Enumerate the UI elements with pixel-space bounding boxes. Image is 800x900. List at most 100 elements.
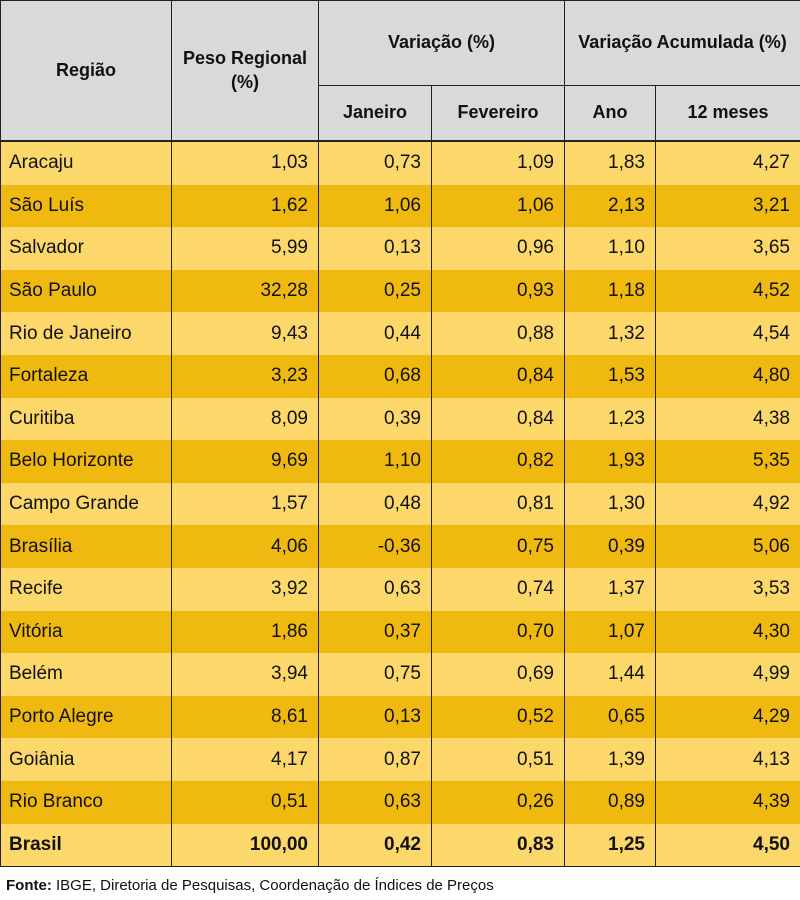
cell-regiao: Fortaleza [0, 354, 172, 398]
cell-ano: 1,37 [564, 567, 656, 611]
cell-ano: 0,89 [564, 780, 656, 824]
cell-12-meses: 4,13 [655, 738, 800, 781]
cell-ano: 1,32 [564, 312, 656, 355]
cell-12-meses: 4,52 [655, 269, 800, 313]
cell-fevereiro: 0,69 [431, 653, 565, 696]
cell-12-meses: 3,53 [655, 567, 800, 611]
cell-regiao: Rio de Janeiro [0, 312, 172, 355]
table-row: Belém 3,94 0,75 0,69 1,44 4,99 [0, 653, 800, 696]
cell-ano: 2,13 [564, 184, 656, 228]
cell-regiao: Campo Grande [0, 482, 172, 526]
cell-janeiro: 1,10 [318, 440, 432, 483]
cell-ano: 1,07 [564, 610, 656, 654]
cell-regiao: Salvador [0, 227, 172, 270]
cell-12-meses: 4,80 [655, 354, 800, 398]
cell-12-meses: 3,65 [655, 227, 800, 270]
cell-fevereiro: 0,81 [431, 482, 565, 526]
cell-peso: 8,09 [171, 397, 319, 441]
cell-12-meses: 4,39 [655, 780, 800, 824]
cell-fevereiro: 1,09 [431, 140, 565, 185]
header-janeiro: Janeiro [318, 85, 432, 142]
source-label: Fonte: [6, 877, 52, 894]
cell-peso: 4,17 [171, 738, 319, 781]
header-row-sub: Janeiro Fevereiro Ano 12 meses [1, 85, 800, 142]
header-ano: Ano [564, 85, 656, 142]
cell-peso: 9,43 [171, 312, 319, 355]
cell-janeiro: 0,75 [318, 653, 432, 696]
cell-ano: 1,10 [564, 227, 656, 270]
cell-12-meses: 4,38 [655, 397, 800, 441]
cell-janeiro: 0,48 [318, 482, 432, 526]
header-variacao: Variação (%) [318, 0, 565, 86]
source-note: Fonte: IBGE, Diretoria de Pesquisas, Coo… [6, 877, 494, 894]
cell-janeiro: 0,44 [318, 312, 432, 355]
header-row-top: Região Peso Regional (%) Variação (%) Va… [0, 0, 800, 142]
cell-janeiro: 0,37 [318, 610, 432, 654]
cell-peso: 5,99 [171, 227, 319, 270]
cell-ano: 1,53 [564, 354, 656, 398]
cell-regiao: Vitória [0, 610, 172, 654]
cell-peso: 3,94 [171, 653, 319, 696]
cell-peso: 4,06 [171, 525, 319, 568]
cell-peso: 1,86 [171, 610, 319, 654]
cell-12-meses: 3,21 [655, 184, 800, 228]
cell-peso: 3,23 [171, 354, 319, 398]
cell-janeiro: 1,06 [318, 184, 432, 228]
cell-ano: 1,44 [564, 653, 656, 696]
table-row: Fortaleza 3,23 0,68 0,84 1,53 4,80 [0, 354, 800, 398]
cell-ano: 1,30 [564, 482, 656, 526]
cell-ano: 1,25 [564, 823, 656, 868]
cell-janeiro: 0,73 [318, 140, 432, 185]
cell-peso: 9,69 [171, 440, 319, 483]
cell-fevereiro: 0,52 [431, 695, 565, 739]
table-row: Rio Branco 0,51 0,63 0,26 0,89 4,39 [0, 780, 800, 824]
cell-janeiro: 0,42 [318, 823, 432, 868]
table-row: Belo Horizonte 9,69 1,10 0,82 1,93 5,35 [0, 440, 800, 483]
cell-janeiro: 0,13 [318, 695, 432, 739]
cell-ano: 1,18 [564, 269, 656, 313]
table-row: São Paulo 32,28 0,25 0,93 1,18 4,52 [0, 269, 800, 313]
cell-janeiro: 0,63 [318, 567, 432, 611]
cell-12-meses: 4,92 [655, 482, 800, 526]
table-row: São Luís 1,62 1,06 1,06 2,13 3,21 [0, 184, 800, 228]
cell-ano: 0,65 [564, 695, 656, 739]
cell-regiao: Belo Horizonte [0, 440, 172, 483]
cell-regiao: Rio Branco [0, 780, 172, 824]
cell-peso: 0,51 [171, 780, 319, 824]
cell-regiao: São Luís [0, 184, 172, 228]
cell-peso: 1,62 [171, 184, 319, 228]
cell-fevereiro: 0,96 [431, 227, 565, 270]
cell-12-meses: 5,06 [655, 525, 800, 568]
header-regiao: Região [0, 0, 172, 142]
table-row: Goiânia 4,17 0,87 0,51 1,39 4,13 [0, 738, 800, 781]
cell-peso: 1,03 [171, 140, 319, 185]
header-peso-regional: Peso Regional (%) [171, 0, 319, 142]
cell-peso: 100,00 [171, 823, 319, 868]
cell-janeiro: 0,68 [318, 354, 432, 398]
cell-ano: 1,23 [564, 397, 656, 441]
cell-regiao: Brasília [0, 525, 172, 568]
table-row: Curitiba 8,09 0,39 0,84 1,23 4,38 [0, 397, 800, 441]
cell-ano: 1,83 [564, 140, 656, 185]
cell-peso: 8,61 [171, 695, 319, 739]
cell-fevereiro: 0,84 [431, 354, 565, 398]
table-row: Salvador 5,99 0,13 0,96 1,10 3,65 [0, 227, 800, 270]
table-row: Campo Grande 1,57 0,48 0,81 1,30 4,92 [0, 482, 800, 526]
cell-fevereiro: 0,51 [431, 738, 565, 781]
cell-janeiro: 0,25 [318, 269, 432, 313]
cell-janeiro: 0,63 [318, 780, 432, 824]
cell-regiao: São Paulo [0, 269, 172, 313]
cell-regiao: Recife [0, 567, 172, 611]
cell-12-meses: 4,50 [655, 823, 800, 868]
cell-fevereiro: 0,93 [431, 269, 565, 313]
cell-12-meses: 4,30 [655, 610, 800, 654]
table-row: Vitória 1,86 0,37 0,70 1,07 4,30 [0, 610, 800, 654]
cell-ano: 1,93 [564, 440, 656, 483]
table-row: Porto Alegre 8,61 0,13 0,52 0,65 4,29 [0, 695, 800, 739]
header-variacao-acumulada: Variação Acumulada (%) [564, 0, 800, 86]
header-fevereiro: Fevereiro [431, 85, 565, 142]
cell-regiao: Porto Alegre [0, 695, 172, 739]
header-12-meses: 12 meses [655, 85, 800, 142]
cell-fevereiro: 0,75 [431, 525, 565, 568]
cell-fevereiro: 0,26 [431, 780, 565, 824]
